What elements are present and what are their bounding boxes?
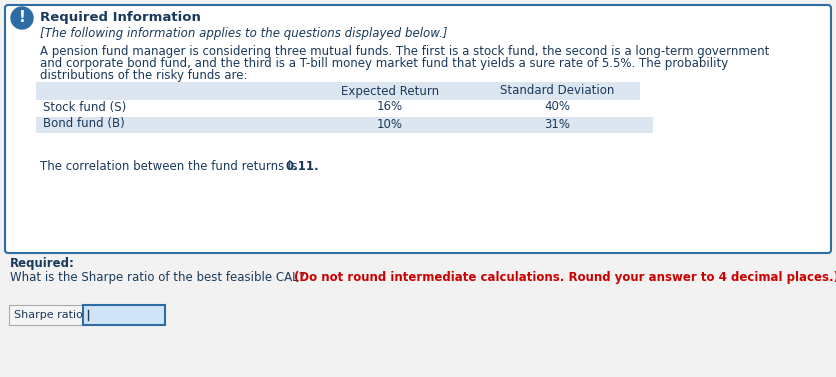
Text: Sharpe ratio: Sharpe ratio: [14, 310, 83, 320]
Text: 10%: 10%: [376, 118, 402, 130]
Text: Bond fund (B): Bond fund (B): [43, 118, 125, 130]
Bar: [36, 116, 652, 132]
Text: Required:: Required:: [10, 256, 74, 270]
FancyBboxPatch shape: [9, 305, 83, 325]
Text: A pension fund manager is considering three mutual funds. The first is a stock f: A pension fund manager is considering th…: [40, 46, 768, 58]
Text: The correlation between the fund returns is: The correlation between the fund returns…: [40, 159, 301, 173]
Text: distributions of the risky funds are:: distributions of the risky funds are:: [40, 69, 247, 83]
Text: and corporate bond fund, and the third is a T-bill money market fund that yields: and corporate bond fund, and the third i…: [40, 58, 727, 70]
FancyBboxPatch shape: [5, 5, 830, 253]
Text: Required Information: Required Information: [40, 12, 201, 25]
Text: What is the Sharpe ratio of the best feasible CAL?: What is the Sharpe ratio of the best fea…: [10, 271, 308, 285]
Circle shape: [11, 7, 33, 29]
Bar: [36, 100, 652, 115]
Text: 16%: 16%: [376, 101, 403, 113]
Text: [The following information applies to the questions displayed below.]: [The following information applies to th…: [40, 28, 447, 40]
FancyBboxPatch shape: [83, 305, 165, 325]
Text: Stock fund (S): Stock fund (S): [43, 101, 126, 113]
Bar: [299, 81, 640, 100]
Text: 31%: 31%: [543, 118, 569, 130]
Text: 40%: 40%: [543, 101, 569, 113]
Text: Expected Return: Expected Return: [340, 84, 439, 98]
Bar: [36, 81, 313, 100]
Text: (Do not round intermediate calculations. Round your answer to 4 decimal places.): (Do not round intermediate calculations.…: [294, 271, 836, 285]
Text: Standard Deviation: Standard Deviation: [499, 84, 614, 98]
Text: !: !: [18, 11, 25, 26]
Text: 0.11.: 0.11.: [285, 159, 319, 173]
